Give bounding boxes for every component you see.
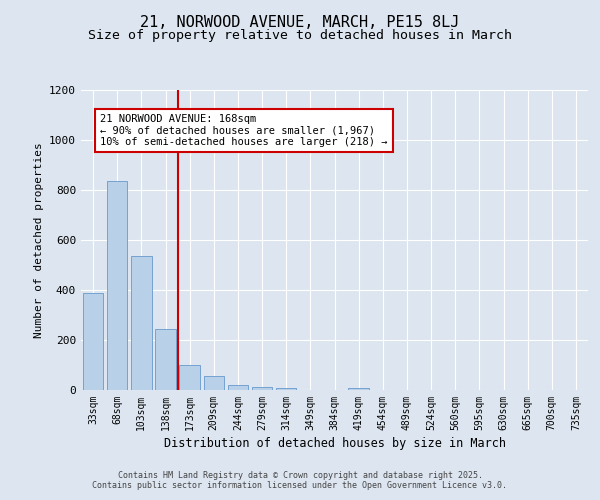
Bar: [179, 365, 200, 390]
Bar: [252, 387, 272, 390]
Text: 21 NORWOOD AVENUE: 168sqm
← 90% of detached houses are smaller (1,967)
10% of se: 21 NORWOOD AVENUE: 168sqm ← 90% of detac…: [100, 114, 388, 147]
Y-axis label: Number of detached properties: Number of detached properties: [34, 142, 44, 338]
X-axis label: Distribution of detached houses by size in March: Distribution of detached houses by size …: [163, 437, 505, 450]
Text: Contains HM Land Registry data © Crown copyright and database right 2025.
Contai: Contains HM Land Registry data © Crown c…: [92, 470, 508, 490]
Bar: [83, 292, 103, 390]
Bar: [276, 388, 296, 390]
Bar: [155, 329, 176, 390]
Text: Size of property relative to detached houses in March: Size of property relative to detached ho…: [88, 30, 512, 43]
Bar: [203, 376, 224, 390]
Bar: [131, 256, 152, 390]
Bar: [349, 388, 369, 390]
Text: 21, NORWOOD AVENUE, MARCH, PE15 8LJ: 21, NORWOOD AVENUE, MARCH, PE15 8LJ: [140, 15, 460, 30]
Bar: [227, 384, 248, 390]
Bar: [107, 181, 127, 390]
